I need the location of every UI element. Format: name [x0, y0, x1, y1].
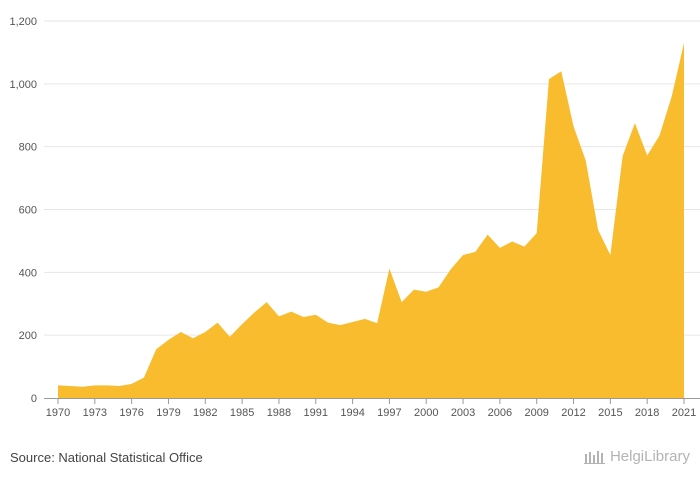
x-tick-label: 1976: [119, 407, 143, 419]
y-tick-label: 600: [19, 205, 37, 217]
y-tick-label: 0: [31, 393, 37, 405]
x-tick-label: 1973: [83, 407, 107, 419]
x-tick-label: 1988: [267, 407, 291, 419]
helgilibrary-logo: HelgiLibrary: [583, 448, 690, 465]
x-tick-label: 1970: [46, 407, 70, 419]
y-tick-label: 1,000: [9, 79, 37, 91]
x-tick-label: 2012: [561, 407, 585, 419]
area-chart: 0 200 400 600 800 1,000 1,200 1970 1973 1976 1979 1…: [9, 16, 700, 419]
y-tick-label: 800: [19, 142, 37, 154]
area-series: [58, 42, 684, 398]
x-tick-label: 1982: [193, 407, 217, 419]
x-tick-label: 1997: [377, 407, 401, 419]
x-tick-label: 1991: [304, 407, 328, 419]
source-note: Source: National Statistical Office: [10, 450, 203, 465]
x-tick-label: 2006: [488, 407, 512, 419]
library-icon: [583, 450, 605, 464]
y-tick-label: 200: [19, 330, 37, 342]
x-tick-label: 2000: [414, 407, 438, 419]
x-tick-label: 2021: [672, 407, 696, 419]
x-tick-label: 1994: [340, 407, 364, 419]
x-tick-label: 2009: [524, 407, 548, 419]
axes: 0 200 400 600 800 1,000 1,200 1970 1973 1976 1979 1…: [9, 16, 700, 419]
x-tick-label: 1985: [230, 407, 254, 419]
x-tick-label: 2015: [598, 407, 622, 419]
x-tick-label: 1979: [156, 407, 180, 419]
y-tick-label: 1,200: [9, 16, 37, 28]
area-fill: [58, 42, 684, 398]
x-tick-label: 2003: [451, 407, 475, 419]
logo-text: HelgiLibrary: [609, 448, 690, 465]
x-tick-label: 2018: [635, 407, 659, 419]
y-tick-label: 400: [19, 267, 37, 279]
